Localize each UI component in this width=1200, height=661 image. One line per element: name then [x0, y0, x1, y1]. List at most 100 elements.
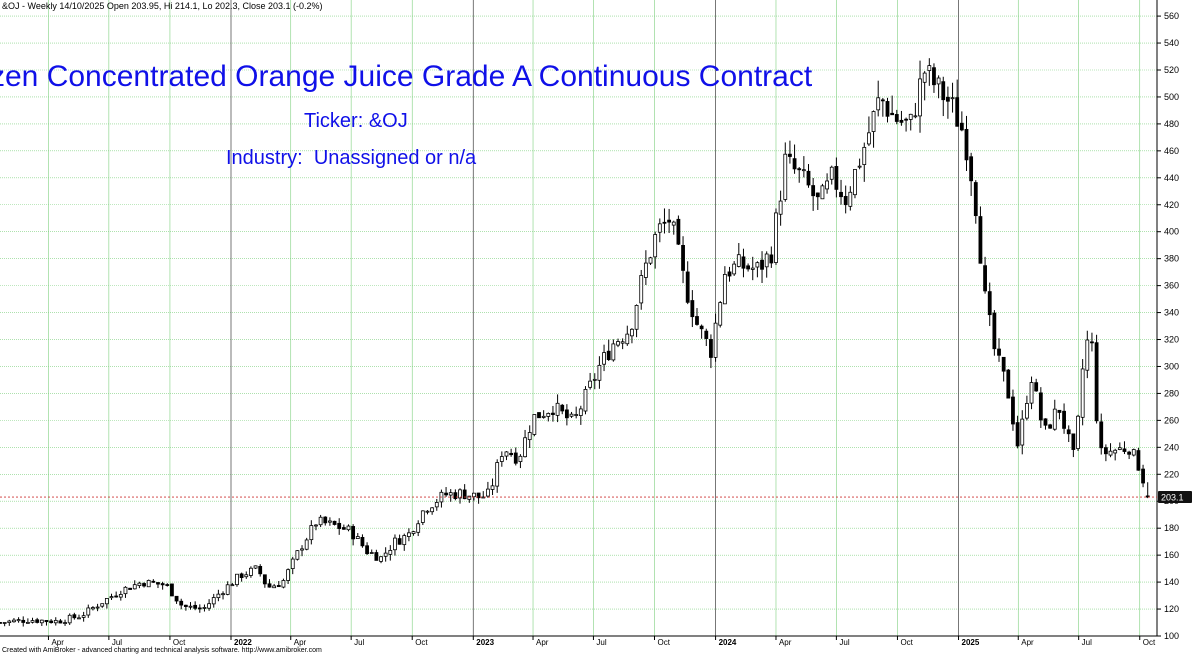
candle-body — [183, 604, 188, 607]
candle-body — [583, 389, 588, 412]
candle-body — [0, 622, 2, 624]
x-tick-label: 2022 — [234, 638, 252, 647]
candle-body — [490, 485, 495, 490]
axes-layer: 1001201401601802002202402602803003203403… — [0, 0, 1192, 647]
y-tick-label: 280 — [1164, 388, 1179, 398]
candle-body — [555, 402, 560, 416]
candle-body — [77, 617, 81, 620]
candle-body — [736, 254, 741, 267]
candle-body — [987, 291, 992, 316]
candle-body — [1141, 468, 1145, 484]
candle-body — [86, 607, 91, 616]
candle-body — [16, 619, 21, 622]
chart-title: zen Concentrated Orange Juice Grade A Co… — [0, 60, 813, 93]
candle-body — [53, 619, 58, 624]
candle-body — [509, 452, 514, 456]
candle-body — [671, 221, 676, 226]
candle-body — [774, 212, 778, 263]
candle-body — [314, 524, 318, 527]
candle-body — [281, 580, 286, 588]
candle-body — [537, 412, 541, 419]
x-tick-label: Jul — [1082, 638, 1092, 647]
candle-body — [1127, 451, 1132, 455]
candle-body — [393, 537, 397, 551]
candle-body — [997, 348, 1001, 356]
candle-body — [467, 495, 472, 500]
candle-body — [39, 619, 44, 624]
candle-body — [406, 532, 411, 537]
candle-body — [839, 191, 843, 198]
candle-body — [369, 552, 374, 554]
y-tick-label: 540 — [1164, 38, 1179, 48]
candle-body — [193, 604, 198, 609]
candle-body — [397, 538, 402, 545]
candle-body — [379, 556, 383, 562]
y-tick-label: 220 — [1164, 469, 1179, 479]
candle-body — [25, 621, 30, 624]
candle-body — [351, 526, 356, 540]
y-tick-label: 440 — [1164, 173, 1179, 183]
y-tick-label: 560 — [1164, 11, 1179, 21]
candle-body — [30, 620, 35, 623]
y-tick-label: 380 — [1164, 254, 1179, 264]
candle-body — [286, 569, 290, 581]
candle-body — [374, 552, 379, 561]
x-tick-label: Jul — [596, 638, 606, 647]
candle-body — [625, 333, 630, 345]
candle-body — [1024, 403, 1029, 419]
candle-body — [151, 580, 156, 583]
candle-body — [704, 330, 709, 339]
candle-body — [2, 622, 7, 624]
candle-body — [1038, 392, 1043, 421]
last-close-label-bg — [1158, 491, 1192, 504]
candle-body — [681, 244, 685, 271]
candle-body — [880, 99, 885, 102]
x-tick-label: Oct — [900, 638, 913, 647]
candle-body — [541, 415, 546, 418]
candle-body — [778, 200, 783, 215]
candle-body — [792, 158, 797, 170]
y-tick-label: 480 — [1164, 119, 1179, 129]
candle-body — [332, 520, 337, 525]
candle-body — [1020, 418, 1025, 446]
candle-body — [211, 597, 216, 605]
candle-body — [867, 132, 871, 145]
candle-body — [899, 119, 904, 123]
candle-body — [109, 596, 114, 599]
candle-body — [727, 271, 732, 277]
candle-body — [825, 180, 829, 190]
candle-body — [346, 525, 351, 531]
candle-body — [722, 274, 727, 305]
candle-body — [750, 267, 755, 270]
candle-body — [574, 414, 579, 416]
x-tick-label: Jul — [112, 638, 122, 647]
candle-body — [657, 223, 662, 233]
candle-body — [156, 582, 160, 585]
candle-body — [304, 539, 309, 550]
candle-body — [616, 341, 620, 346]
x-tick-label: Apr — [536, 638, 549, 647]
x-tick-label: Oct — [1143, 638, 1156, 647]
candle-body — [249, 567, 253, 576]
x-tick-label: Jul — [839, 638, 849, 647]
y-tick-label: 120 — [1164, 604, 1179, 614]
candle-body — [1113, 449, 1118, 454]
candle-body — [806, 170, 811, 186]
candle-body — [44, 619, 49, 623]
candle-body — [207, 603, 211, 609]
candle-body — [1145, 495, 1150, 498]
candle-body — [1066, 429, 1071, 435]
candle-body — [365, 545, 369, 555]
candles-layer — [0, 58, 1150, 627]
candle-body — [499, 456, 504, 462]
candle-body — [170, 583, 174, 597]
candle-body — [1131, 449, 1136, 456]
candle-body — [1034, 382, 1039, 392]
candle-body — [1062, 410, 1066, 429]
candle-body — [932, 67, 936, 86]
candle-body — [1001, 356, 1006, 372]
candle-body — [969, 156, 974, 182]
candle-body — [504, 451, 509, 457]
candle-body — [1117, 447, 1122, 450]
candle-body — [890, 112, 895, 116]
